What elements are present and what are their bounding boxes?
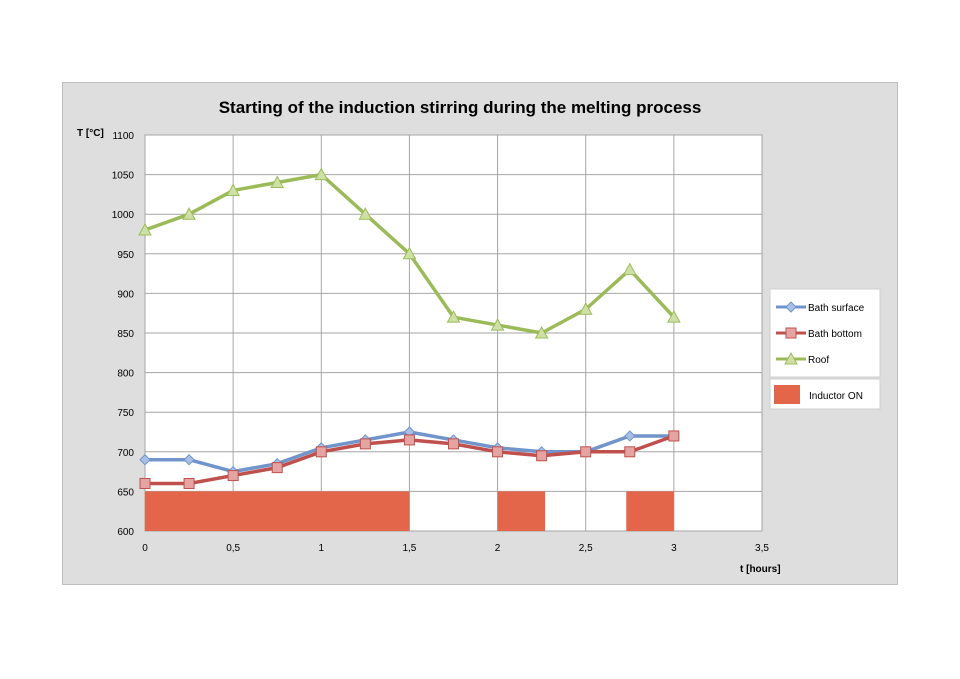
y-axis-label: T [°C]	[77, 128, 104, 139]
x-tick-label: 1,5	[402, 543, 416, 554]
legend-label-roof: Roof	[808, 355, 829, 366]
x-tick-label: 3	[671, 543, 677, 554]
x-axis-label: t [hours]	[740, 564, 781, 575]
roof-point	[358, 207, 373, 220]
bath-bottom-point	[227, 470, 239, 482]
x-tick-label: 0,5	[226, 543, 240, 554]
bath-bottom-point	[580, 446, 592, 458]
roof-point	[270, 175, 285, 189]
y-tick-labels: 600 650 700 750 800 850 900 950 1000 1050 1100	[112, 131, 135, 538]
y-tick-label: 650	[117, 487, 134, 498]
bath-bottom-point	[139, 477, 151, 489]
legend-marker-roof	[784, 351, 798, 365]
bath-bottom-point	[403, 434, 415, 446]
legend-label-bath-bottom: Bath bottom	[808, 329, 862, 340]
roof-point	[446, 310, 461, 323]
bath-bottom-point	[448, 438, 459, 450]
bath-surface-point	[139, 454, 151, 466]
roof-point	[578, 302, 593, 315]
x-tick-label: 1	[319, 543, 325, 554]
bath-bottom-point	[668, 430, 680, 442]
legend: Bath surface Bath bottom Roof Inductor ON	[769, 288, 881, 410]
y-tick-label: 800	[117, 369, 134, 380]
roof-point	[314, 167, 329, 181]
x-tick-label: 0	[142, 543, 148, 554]
roof-point	[534, 325, 549, 339]
bath-bottom-point	[183, 477, 195, 489]
inductor-on-bars	[145, 491, 674, 531]
inductor-on-bar	[626, 491, 674, 531]
roof-point	[226, 183, 240, 196]
grid-lines	[144, 134, 763, 532]
y-tick-label: 1050	[112, 171, 135, 182]
bath-bottom-point	[536, 450, 548, 462]
y-tick-label: 700	[117, 448, 134, 459]
bath-bottom-point	[315, 446, 327, 458]
inductor-on-bar	[145, 491, 410, 531]
y-tick-label: 600	[117, 527, 134, 538]
x-tick-label: 3,5	[755, 543, 769, 554]
y-tick-label: 850	[117, 329, 134, 340]
y-tick-label: 750	[117, 408, 134, 419]
series-roof	[138, 167, 681, 339]
bath-surface-point	[183, 454, 195, 466]
chart-title: Starting of the induction stirring durin…	[219, 98, 702, 117]
legend-marker-bath-bottom	[785, 327, 797, 339]
bath-bottom-point	[271, 462, 283, 474]
bath-bottom-point	[359, 438, 371, 450]
bath-bottom-point	[492, 446, 504, 458]
y-tick-label: 1000	[112, 210, 135, 221]
inductor-legend-label: Inductor ON	[809, 391, 863, 402]
y-tick-label: 1100	[112, 131, 134, 142]
bath-bottom-point	[624, 446, 636, 458]
roof-point	[138, 222, 152, 236]
roof-point	[667, 310, 681, 323]
inductor-legend-swatch	[774, 385, 800, 404]
x-tick-label: 2	[495, 543, 501, 554]
legend-marker-bath-surface	[785, 301, 797, 313]
roof-point	[182, 207, 196, 220]
bath-surface-point	[624, 430, 636, 442]
legend-label-bath-surface: Bath surface	[808, 303, 865, 314]
inductor-on-bar	[497, 491, 546, 531]
roof-point	[622, 262, 637, 276]
series-bath-bottom	[139, 430, 680, 489]
x-tick-labels: 0 0,5 1 1,5 2 2,5 3 3,5	[142, 543, 769, 554]
x-tick-label: 2,5	[579, 543, 593, 554]
roof-point	[402, 246, 417, 260]
y-tick-label: 950	[117, 250, 134, 261]
series-group	[138, 167, 681, 489]
roof-point	[490, 318, 505, 331]
y-tick-label: 900	[117, 289, 134, 300]
